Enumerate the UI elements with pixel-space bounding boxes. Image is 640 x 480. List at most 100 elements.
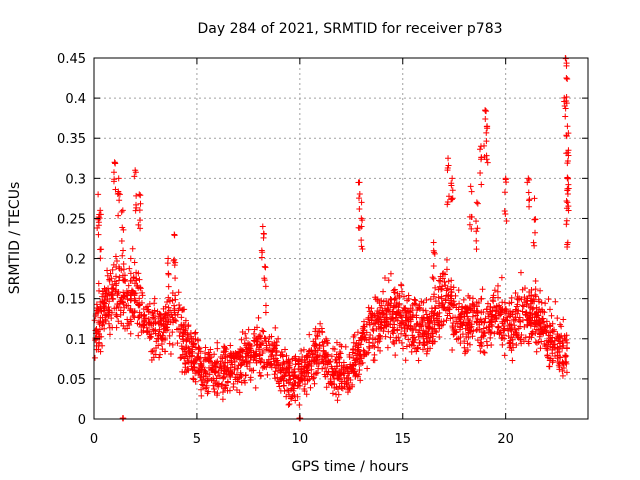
data-point (547, 329, 554, 336)
data-point (316, 328, 323, 335)
data-point (96, 339, 103, 346)
data-point (562, 113, 569, 120)
data-point (469, 333, 476, 340)
data-point (112, 253, 119, 260)
data-point (499, 299, 506, 306)
data-point (318, 325, 325, 332)
data-point (501, 352, 508, 359)
data-point (238, 361, 245, 368)
data-point (271, 339, 278, 346)
data-point (323, 337, 330, 344)
data-point (258, 254, 265, 261)
data-point (319, 339, 326, 346)
data-point (510, 317, 517, 324)
data-point (513, 303, 520, 310)
data-point (117, 298, 124, 305)
data-point (253, 359, 260, 366)
data-point (99, 321, 106, 328)
data-point (416, 304, 423, 311)
data-point (562, 336, 569, 343)
data-point (421, 341, 428, 348)
data-point (118, 208, 125, 215)
data-point (531, 242, 538, 249)
data-point (176, 301, 183, 308)
data-point (530, 239, 537, 246)
data-point (165, 309, 172, 316)
data-point (564, 158, 571, 165)
data-point (381, 314, 388, 321)
data-point (115, 212, 122, 219)
data-point (482, 315, 489, 322)
data-point (494, 288, 501, 295)
data-point (563, 352, 570, 359)
data-point (539, 319, 546, 326)
data-point (438, 293, 445, 300)
data-point (503, 306, 510, 313)
data-point (543, 345, 550, 352)
data-point (372, 336, 379, 343)
data-point (272, 324, 279, 331)
data-point (130, 289, 137, 296)
data-point (279, 351, 286, 358)
data-point (227, 342, 234, 349)
data-point (114, 191, 121, 198)
data-point (350, 362, 357, 369)
data-point (244, 363, 251, 370)
data-point (97, 299, 104, 306)
data-point (537, 287, 544, 294)
data-point (289, 355, 296, 362)
data-point (247, 345, 254, 352)
data-point (363, 350, 370, 357)
data-point (554, 315, 561, 322)
data-point (300, 346, 307, 353)
data-point (291, 379, 298, 386)
data-point (461, 338, 468, 345)
data-point (180, 336, 187, 343)
data-point (375, 323, 382, 330)
data-point (118, 238, 125, 245)
data-point (148, 357, 155, 364)
data-point (208, 366, 215, 373)
data-point (257, 342, 264, 349)
data-point (131, 280, 138, 287)
data-point (156, 328, 163, 335)
data-point (347, 361, 354, 368)
data-point (350, 333, 357, 340)
data-point (474, 315, 481, 322)
data-point (356, 195, 363, 202)
data-point (344, 389, 351, 396)
data-point (91, 317, 98, 324)
data-point (483, 152, 490, 159)
data-point (401, 325, 408, 332)
data-point (403, 343, 410, 350)
data-point (237, 352, 244, 359)
data-point (93, 325, 100, 332)
data-point (143, 304, 150, 311)
data-point (264, 371, 271, 378)
data-point (422, 329, 429, 336)
data-point (564, 185, 571, 192)
data-point (497, 329, 504, 336)
data-point (124, 316, 131, 323)
data-point (135, 221, 142, 228)
data-point (120, 226, 127, 233)
data-point (169, 319, 176, 326)
data-point (180, 306, 187, 313)
data-point (442, 282, 449, 289)
data-point (468, 213, 475, 220)
data-point (419, 318, 426, 325)
data-point (186, 353, 193, 360)
data-point (95, 280, 102, 287)
data-point (497, 305, 504, 312)
data-point (549, 350, 556, 357)
data-point (306, 331, 313, 338)
y-tick-label: 0.4 (65, 92, 86, 107)
data-point (221, 385, 228, 392)
data-point (331, 384, 338, 391)
data-point (141, 318, 148, 325)
data-point (178, 354, 185, 361)
data-point (257, 373, 264, 380)
data-point (459, 309, 466, 316)
data-point (199, 376, 206, 383)
data-point (517, 269, 524, 276)
